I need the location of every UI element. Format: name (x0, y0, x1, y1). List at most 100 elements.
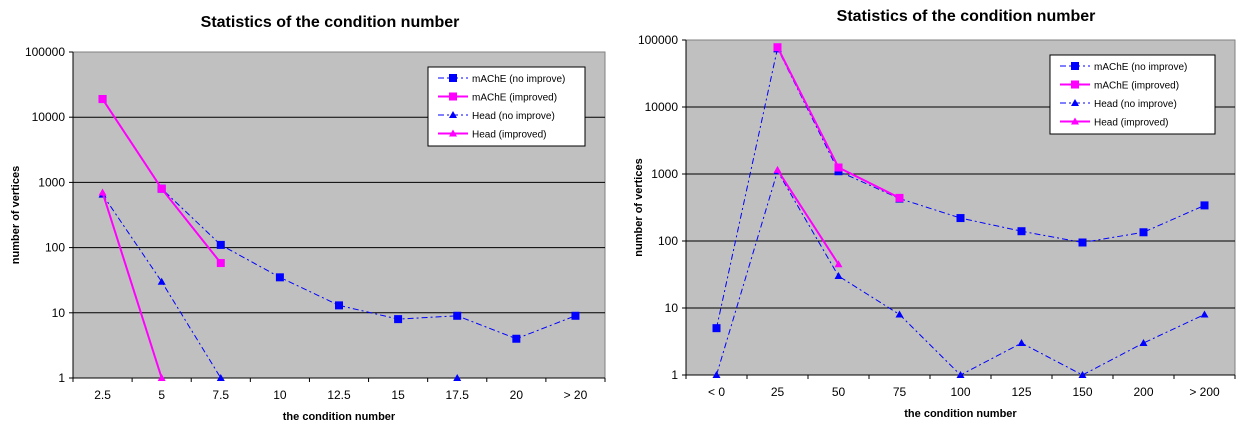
legend-item: mAChE (no improve) (438, 74, 565, 85)
data-point (335, 301, 343, 310)
x-tick-label: 75 (893, 385, 907, 399)
x-tick-label: 15 (391, 388, 405, 402)
data-point (1200, 201, 1209, 210)
series-line (776, 169, 840, 265)
legend-marker (1071, 62, 1079, 70)
data-point (895, 310, 904, 318)
data-point (956, 371, 965, 378)
data-point (1078, 371, 1087, 378)
data-point (275, 273, 284, 282)
data-point (773, 43, 782, 52)
legend-label: Head (no improve) (472, 111, 555, 122)
series-1 (98, 95, 225, 268)
data-point (453, 311, 462, 320)
data-point (895, 193, 904, 202)
y-axis-title: number of vertices (10, 166, 22, 264)
chart-right: Statistics of the condition number 1 10 100… (633, 8, 1236, 420)
legend-label: mAChE (improved) (472, 93, 557, 104)
data-point (1139, 228, 1148, 237)
legend-marker (449, 111, 457, 118)
y-tick-label: 10 (52, 306, 66, 320)
x-tick-label: 2.5 (94, 388, 111, 402)
data-point (453, 374, 462, 381)
y-tick-label: 100 (658, 234, 678, 248)
chart-left: Statistics of the condition number 1 10 100… (10, 14, 606, 423)
y-axis-title: number of vertices (633, 158, 645, 256)
data-point (216, 259, 225, 268)
data-point (1200, 310, 1209, 318)
legend: mAChE (no improve) mAChE (improved) Head (… (427, 66, 586, 147)
data-point (157, 277, 166, 285)
x-tick-label: 20 (510, 388, 524, 402)
x-tick-label: 150 (1072, 385, 1092, 399)
y-tick-label: 100000 (25, 45, 65, 59)
y-tick-label: 1 (671, 368, 678, 382)
data-point (1017, 339, 1026, 347)
x-axis-title: the condition number (904, 408, 1017, 420)
legend-label: mAChE (improved) (1094, 81, 1179, 92)
legend-marker (449, 74, 457, 82)
legend-item: mAChE (no improve) (1060, 62, 1187, 73)
x-tick-label: 12.5 (327, 388, 351, 402)
data-point (773, 165, 782, 173)
x-axis-title: the condition number (283, 411, 396, 423)
data-point (394, 315, 403, 324)
data-point (157, 184, 166, 193)
legend-label: Head (improved) (1094, 118, 1168, 129)
data-point (1139, 339, 1148, 347)
y-tick-label: 1 (58, 371, 65, 385)
legend-label: Head (no improve) (1094, 99, 1177, 110)
series-1 (773, 43, 904, 202)
series-3 (98, 188, 166, 381)
y-tick-label: 1000 (651, 167, 678, 181)
data-point (834, 163, 843, 172)
chart-title: Statistics of the condition number (201, 14, 460, 31)
data-point (712, 371, 721, 378)
legend-marker (449, 92, 457, 101)
data-point (1017, 227, 1026, 236)
data-point (216, 374, 225, 381)
data-point (834, 272, 843, 280)
y-tick-label: 100000 (638, 33, 678, 47)
x-tick-label: 5 (158, 388, 165, 402)
x-tick-label: 50 (832, 385, 846, 399)
legend-marker (449, 129, 457, 137)
data-point (98, 95, 107, 104)
legend: mAChE (no improve) mAChE (improved) Head (… (1049, 54, 1216, 135)
chart-title: Statistics of the condition number (837, 8, 1096, 25)
legend-item: Head (no improve) (438, 111, 555, 122)
x-tick-label: > 200 (1189, 385, 1220, 399)
legend-item: Head (improved) (438, 129, 546, 141)
x-tick-label: 125 (1011, 385, 1031, 399)
legend-marker (1071, 99, 1079, 106)
x-tick-label: > 20 (564, 388, 588, 402)
legend-label: Head (improved) (472, 130, 546, 141)
legend-marker (1071, 117, 1079, 125)
series-line (101, 192, 163, 379)
series-3 (773, 165, 843, 268)
legend-item: Head (improved) (1060, 117, 1168, 129)
y-tick-label: 1000 (38, 175, 65, 189)
x-tick-label: 17.5 (446, 388, 470, 402)
legend-item: Head (no improve) (1060, 99, 1177, 110)
x-tick-label: 25 (771, 385, 785, 399)
legend-marker (1071, 80, 1079, 89)
y-tick-label: 100 (45, 241, 65, 255)
y-tick-label: 10000 (32, 110, 66, 124)
legend-item: mAChE (improved) (438, 92, 557, 104)
data-point (157, 374, 166, 381)
data-point (98, 188, 107, 196)
y-tick-label: 10 (665, 301, 679, 315)
legend-label: mAChE (no improve) (472, 74, 565, 85)
x-tick-label: 100 (950, 385, 970, 399)
data-point (956, 214, 965, 223)
data-point (512, 334, 521, 343)
data-point (834, 260, 843, 268)
data-point (712, 324, 721, 333)
x-tick-label: < 0 (708, 385, 725, 399)
legend-item: mAChE (improved) (1060, 80, 1179, 92)
x-tick-label: 200 (1133, 385, 1153, 399)
data-point (216, 240, 225, 249)
y-tick-label: 10000 (645, 100, 679, 114)
x-tick-label: 10 (273, 388, 287, 402)
